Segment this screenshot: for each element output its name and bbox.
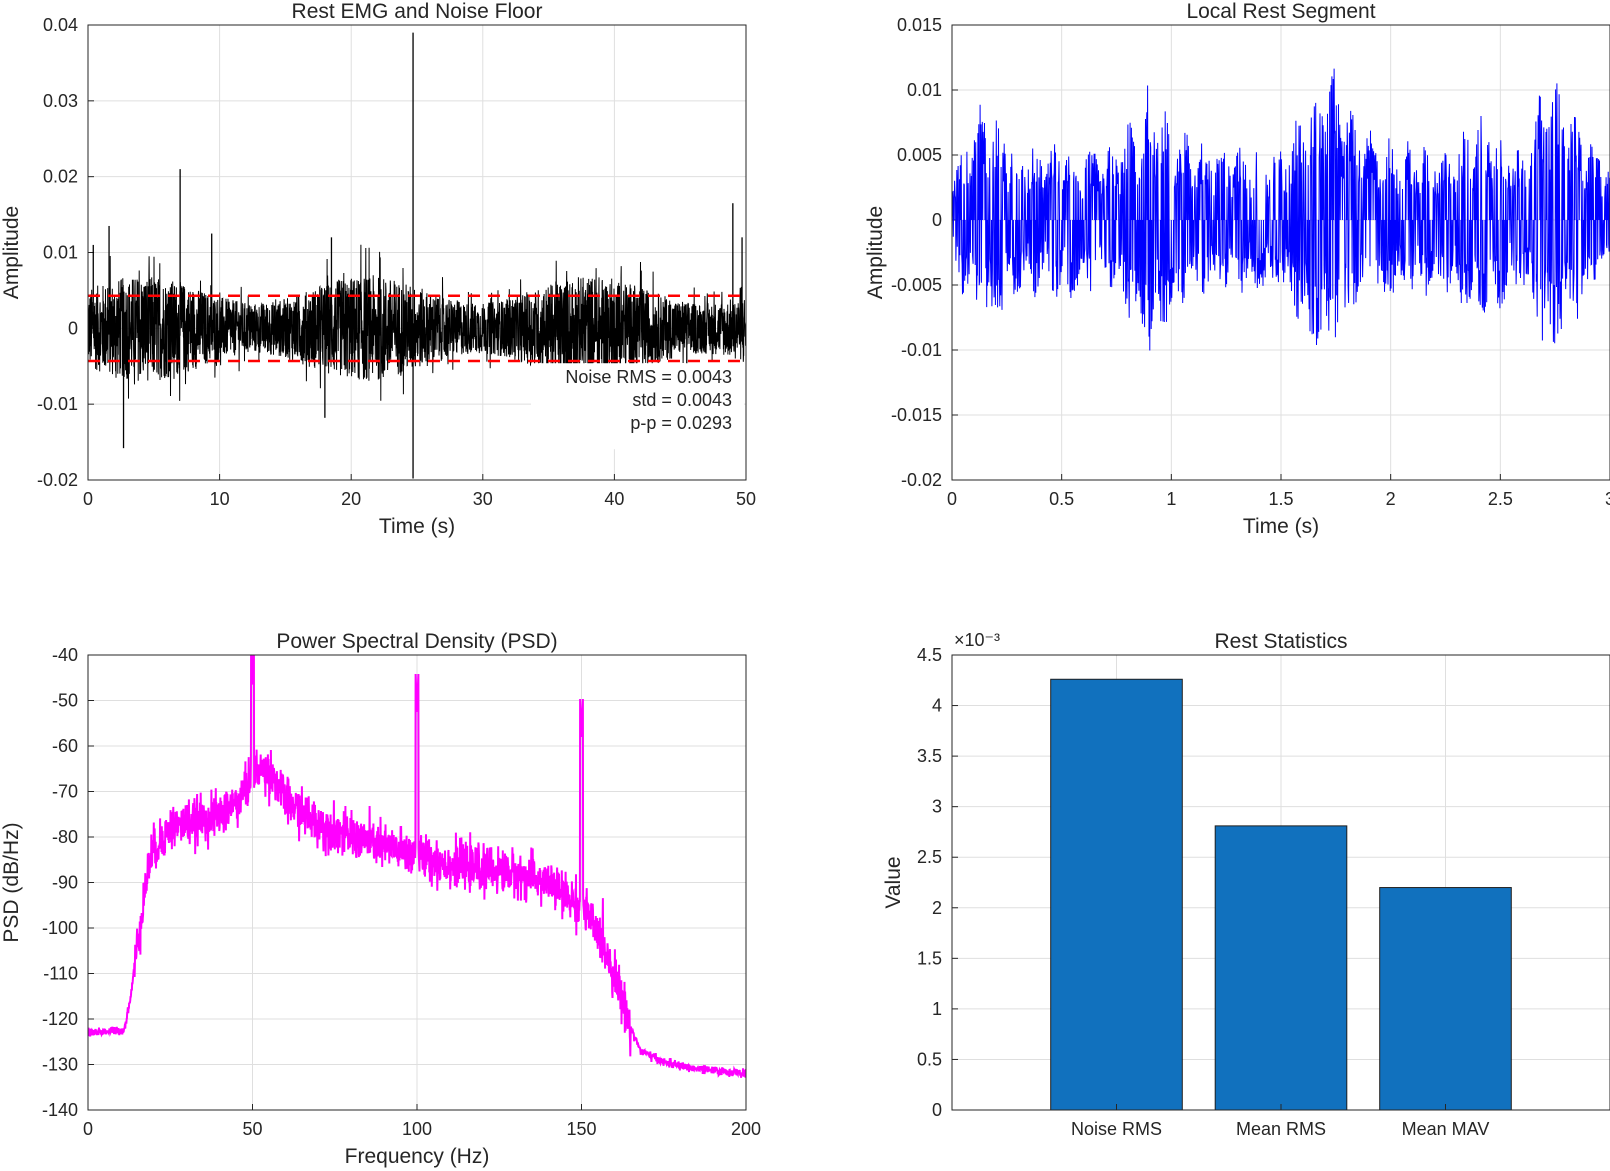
plot-2: 0 0.5 1 1.5 2 2.5 3 -0.02 -0.015 -0.01 -0.005 0 0.00… (864, 0, 1610, 538)
chart-title: Local Rest Segment (1186, 0, 1375, 23)
x-tick-label: Mean RMS (1236, 1119, 1326, 1139)
y-tick-label: 0.02 (43, 167, 78, 187)
x-tick-label: 40 (604, 489, 624, 509)
chart-title: Power Spectral Density (PSD) (276, 630, 557, 653)
y-tick-label: 3 (932, 797, 942, 817)
y-tick-label: 0 (932, 210, 942, 230)
y-tick-label: -0.02 (37, 470, 78, 490)
x-tick-label: 20 (341, 489, 361, 509)
y-tick-label: 3.5 (917, 746, 942, 766)
x-tick-label: 30 (473, 489, 493, 509)
y-tick-label: -60 (52, 736, 78, 756)
x-tick-label: 3 (1605, 489, 1610, 509)
y-axis-label: Value (882, 856, 905, 908)
bar-mean-rms (1214, 825, 1348, 1111)
y-tick-label: 1.5 (917, 948, 942, 968)
y-tick-label: 1 (932, 999, 942, 1019)
x-tick-label: 0 (947, 489, 957, 509)
x-tick-label: 150 (566, 1119, 596, 1139)
y-tick-label: -0.02 (901, 470, 942, 490)
y-tick-label: 0.01 (43, 243, 78, 263)
y-tick-label: 0.04 (43, 15, 78, 35)
plot-3: 0 50 100 150 200 -140 -130 -120 -110 -100 -90 -80 -7… (0, 630, 761, 1168)
axes-box (87, 654, 747, 1111)
y-tick-label: -120 (42, 1009, 78, 1029)
x-tick-label: 50 (736, 489, 756, 509)
y-tick-label: 0.015 (897, 15, 942, 35)
bar-mean-mav (1379, 887, 1512, 1111)
y-tick-label: -140 (42, 1100, 78, 1120)
y-tick-label: 0.5 (917, 1049, 942, 1069)
annotation-box (531, 363, 744, 450)
y-tick-label: 0.005 (897, 145, 942, 165)
x-axis-label: Time (s) (379, 515, 455, 538)
y-tick-label: 2 (932, 898, 942, 918)
y-tick-label: -70 (52, 782, 78, 802)
y-tick-label: -0.01 (37, 394, 78, 414)
x-tick-label: 0 (83, 489, 93, 509)
y-tick-label: 0 (68, 318, 78, 338)
x-tick-label: 100 (402, 1119, 432, 1139)
y-exponent-label: ×10⁻³ (954, 630, 1000, 650)
y-tick-label: -80 (52, 827, 78, 847)
chart-title: Rest Statistics (1214, 630, 1347, 653)
y-tick-label: 2.5 (917, 847, 942, 867)
psd-line (88, 655, 746, 1079)
x-tick-label: 1 (1166, 489, 1176, 509)
x-tick-label: 0 (83, 1119, 93, 1139)
y-tick-label: -0.01 (901, 340, 942, 360)
plot-1: 0 10 20 30 40 50 -0.02 -0.01 0 0.01 0.02 0.03 0.04 Re… (0, 0, 756, 538)
x-tick-label: 0.5 (1049, 489, 1074, 509)
axes-box (951, 24, 1610, 481)
axes-box (87, 24, 747, 481)
x-tick-label: Noise RMS (1071, 1119, 1162, 1139)
y-tick-label: -130 (42, 1055, 78, 1075)
x-tick-label: 10 (210, 489, 230, 509)
y-tick-label: -0.005 (891, 275, 942, 295)
x-tick-label: 50 (242, 1119, 262, 1139)
chart-title: Rest EMG and Noise Floor (292, 0, 543, 23)
y-tick-label: -40 (52, 645, 78, 665)
annotation-text: std = 0.0043 (632, 390, 732, 410)
y-tick-label: -110 (43, 964, 78, 984)
axes-box (951, 654, 1610, 1111)
y-tick-label: -0.015 (891, 405, 942, 425)
y-tick-label: 4 (932, 696, 942, 716)
x-tick-label: 200 (731, 1119, 761, 1139)
x-tick-label: 2 (1386, 489, 1396, 509)
segment-signal-line (952, 68, 1610, 351)
x-tick-label: Mean MAV (1402, 1119, 1490, 1139)
x-axis-label: Time (s) (1243, 515, 1319, 538)
y-tick-label: 0.01 (907, 80, 942, 100)
y-tick-label: -90 (52, 873, 78, 893)
y-tick-label: 0 (932, 1100, 942, 1120)
y-axis-label: PSD (dB/Hz) (0, 822, 23, 942)
bar-noise-rms (1050, 678, 1183, 1111)
annotation-text: p-p = 0.0293 (630, 413, 732, 433)
x-axis-label: Frequency (Hz) (345, 1145, 490, 1168)
y-tick-label: -50 (52, 691, 78, 711)
x-tick-label: 1.5 (1268, 489, 1293, 509)
x-tick-label: 2.5 (1488, 489, 1513, 509)
y-tick-label: -100 (42, 918, 78, 938)
y-tick-label: 0.03 (43, 91, 78, 111)
y-axis-label: Amplitude (864, 206, 887, 299)
annotation-text: Noise RMS = 0.0043 (565, 367, 732, 387)
y-tick-label: 4.5 (917, 645, 942, 665)
y-axis-label: Amplitude (0, 206, 23, 299)
plot-4: 0 0.5 1 1.5 2 2.5 3 3.5 4 4.5 Rest Statistics Value… (882, 630, 1610, 1139)
